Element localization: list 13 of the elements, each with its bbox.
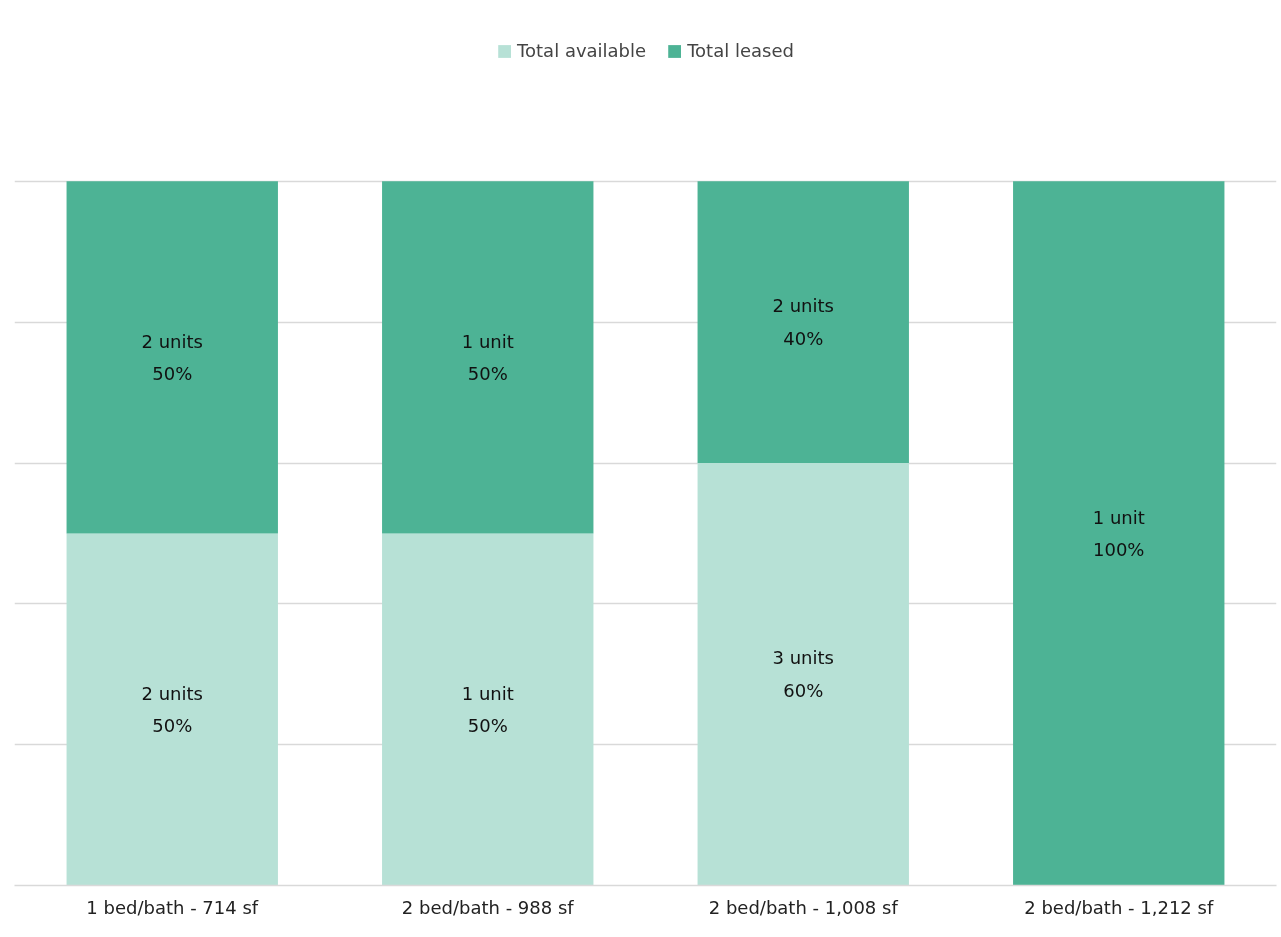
data-label: 1 unit 100%: [1092, 506, 1145, 561]
data-label: 2 units 40%: [772, 295, 834, 349]
legend-label: Total available: [517, 40, 647, 61]
data-label: 1 unit 50%: [461, 682, 514, 737]
x-tick-label: 2 bed/bath - 1,212 sf: [1024, 896, 1214, 918]
data-label: 2 units 50%: [141, 682, 203, 737]
x-tick-label: 2 bed/bath - 1,008 sf: [708, 896, 899, 918]
data-label: 1 unit 50%: [461, 330, 514, 385]
data-label: 3 units 60%: [772, 647, 834, 702]
x-tick-label: 2 bed/bath - 988 sf: [401, 896, 575, 918]
data-label: 2 units 50%: [141, 330, 203, 385]
legend-label: Total leased: [687, 40, 794, 61]
x-tick-label: 1 bed/bath - 714 sf: [86, 896, 259, 918]
